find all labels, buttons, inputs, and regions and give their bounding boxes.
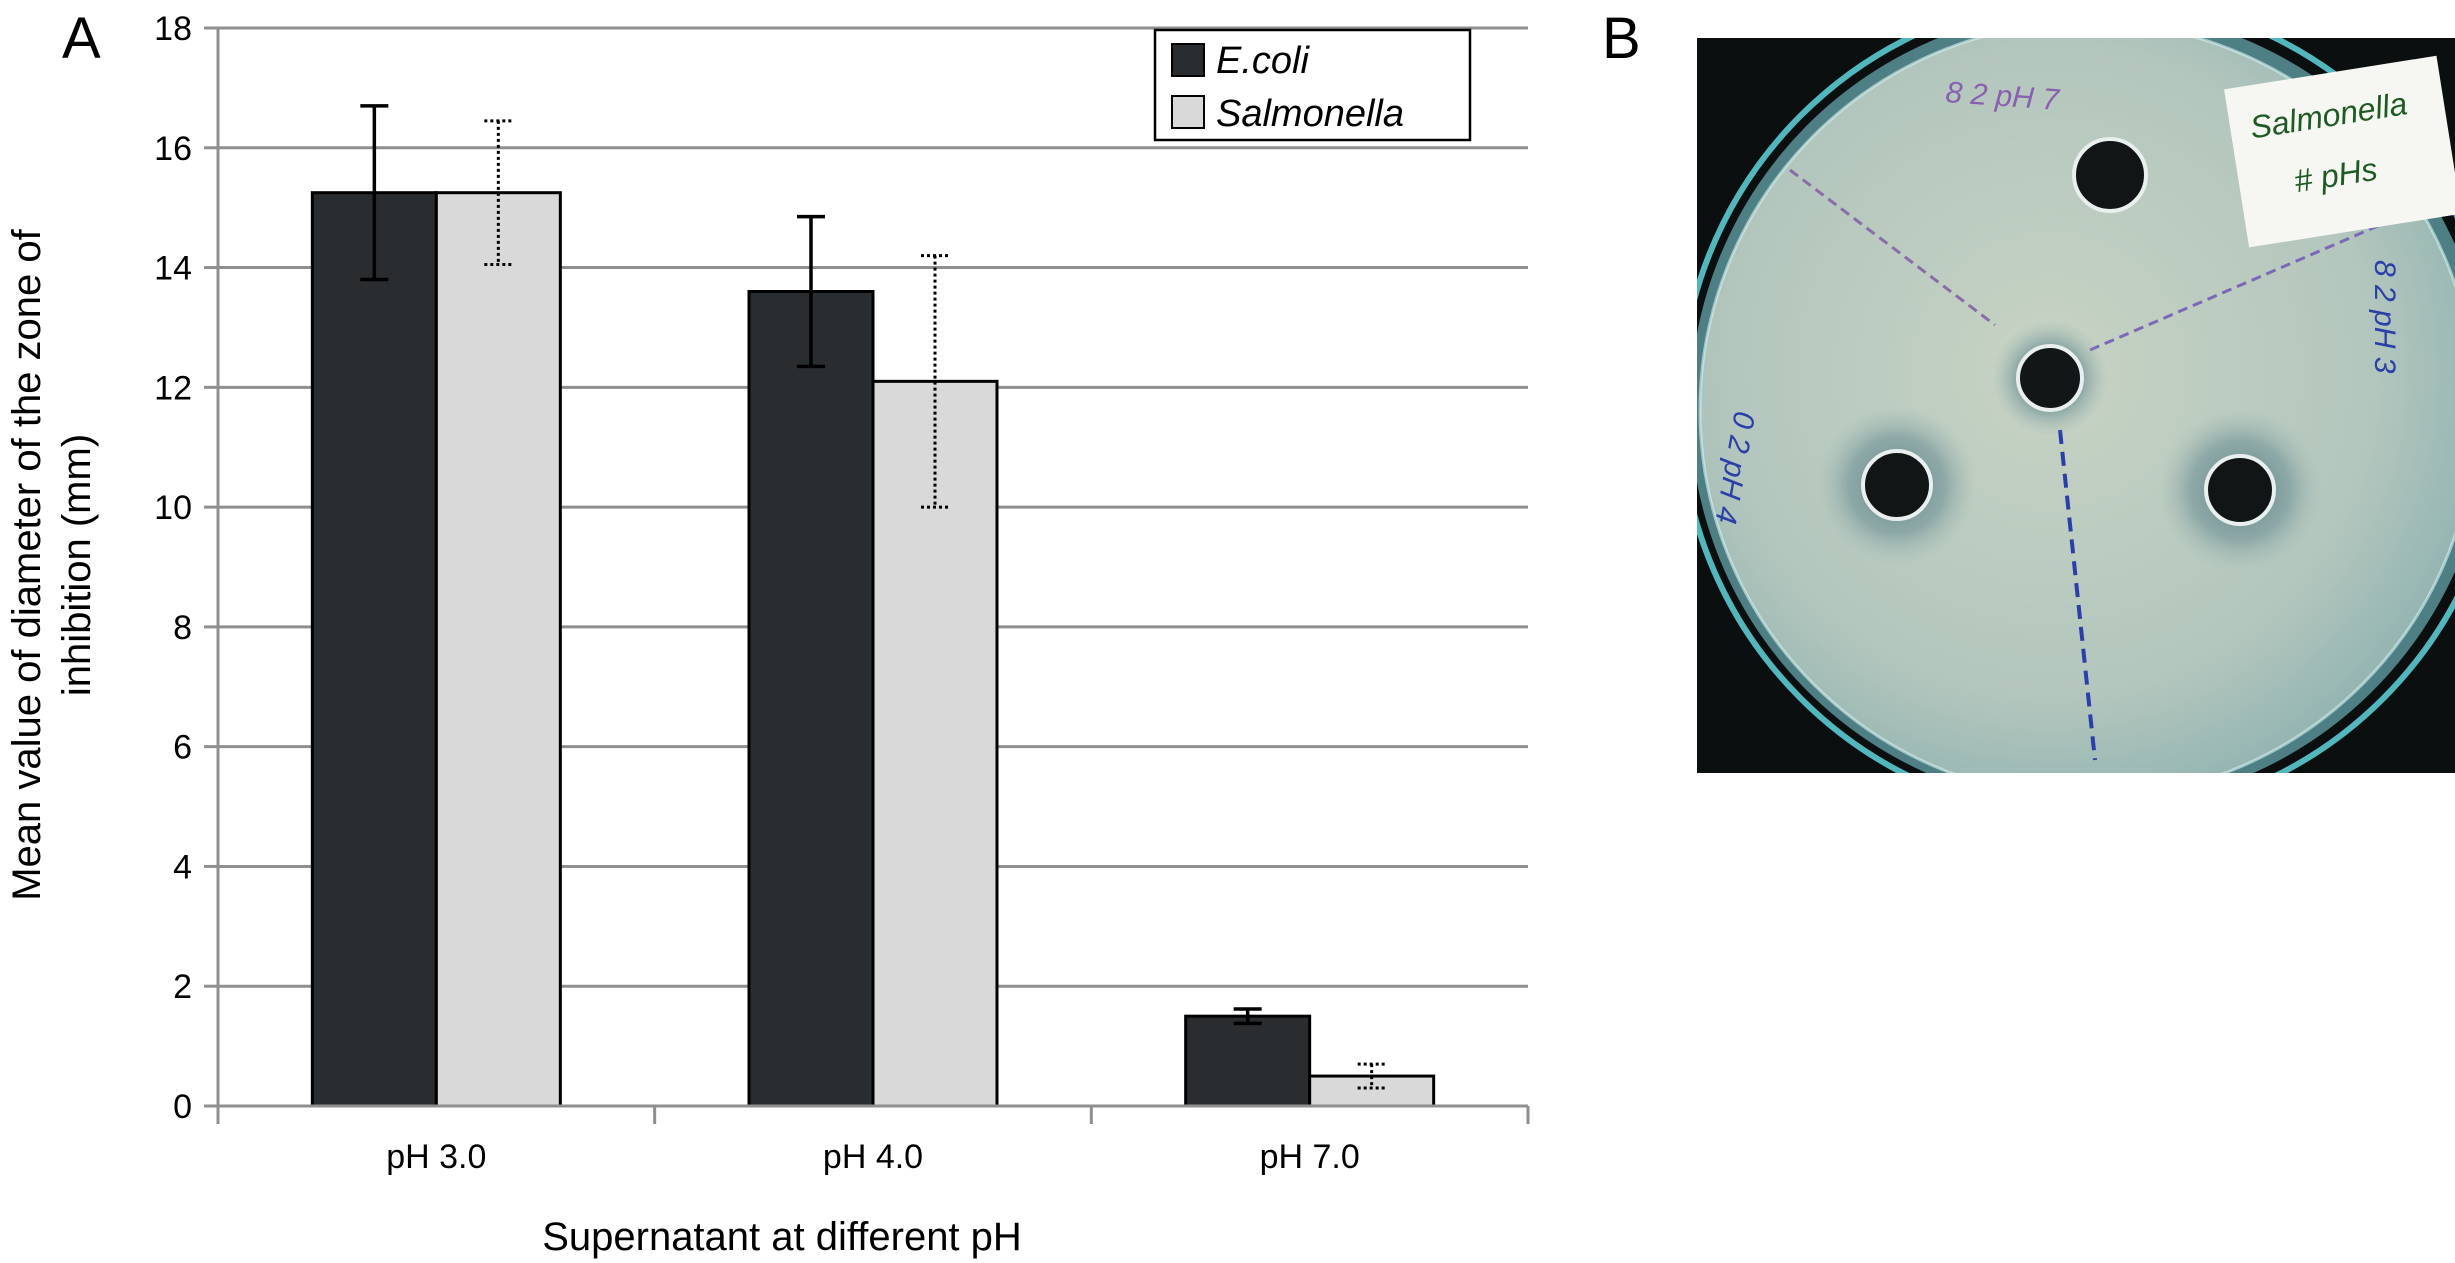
y-axis-title-line-1: Mean value of diameter of the zone of: [5, 228, 49, 900]
y-tick-label: 0: [173, 1088, 192, 1126]
bars: [310, 191, 1436, 1108]
y-tick-label: 16: [154, 130, 192, 168]
y-tick-label: 6: [173, 729, 192, 767]
y-tick-label: 4: [173, 848, 192, 886]
error-bars: [360, 104, 1386, 1090]
divider-line-bottom: [2058, 429, 2097, 761]
x-category-label: pH 7.0: [1260, 1138, 1360, 1176]
bar-ecoli-0: [310, 191, 438, 1108]
well-center: [2016, 344, 2084, 412]
note-paper: [2224, 55, 2455, 248]
bar-ecoli-2: [1184, 1014, 1312, 1108]
legend: E.coli Salmonella: [1153, 28, 1472, 142]
divider-line-left: [1789, 168, 1996, 327]
x-category-label: pH 3.0: [386, 1138, 486, 1176]
annotation-ph3: 8 2 pH 3: [2368, 260, 2401, 374]
axes: [204, 26, 1530, 1124]
panel-label-b: B: [1602, 6, 1641, 71]
annotation-ph7: 8 2 pH 7: [1945, 76, 2062, 117]
legend-label-ecoli: E.coli: [1216, 40, 1310, 82]
panel-label-a: A: [62, 6, 101, 71]
x-axis-title: Supernatant at different pH: [542, 1215, 1022, 1259]
legend-box: [1153, 28, 1472, 142]
bar-ecoli-1: [747, 290, 875, 1108]
bar-salmonella-2: [1308, 1074, 1436, 1108]
divider-line-right: [2089, 223, 2381, 352]
y-axis-title: Mean value of diameter of the zone of in…: [5, 228, 99, 900]
legend-swatch-ecoli: [1171, 43, 1205, 77]
y-tick-label: 2: [173, 968, 192, 1006]
labels: 0 2 4 6 8 10 12 14 16 18 pH 3.0 pH 4.0 pH 7.0: [154, 10, 1360, 1176]
y-tick-label: 10: [154, 489, 192, 527]
bar-salmonella-0: [434, 191, 562, 1108]
y-tick-label: 18: [154, 10, 192, 48]
x-category-label: pH 4.0: [823, 1138, 923, 1176]
paper-note: Salmonella # pHs: [2224, 55, 2455, 248]
y-tick-label: 8: [173, 609, 192, 647]
y-axis-title-line-2: inhibition (mm): [55, 434, 99, 696]
y-tick-label: 12: [154, 369, 192, 407]
legend-swatch-salmonella: [1171, 95, 1205, 129]
well-ph7: [2072, 137, 2148, 213]
y-tick-label: 14: [154, 250, 192, 288]
petri-dish-photo: 8 2 pH 7 8 2 pH 3 0 2 pH 4 Salmonella # …: [1697, 38, 2455, 773]
well-ph4: [1861, 449, 1933, 521]
dish-rim-highlight: [1698, 38, 2455, 773]
well-ph3: [2204, 454, 2276, 526]
legend-label-salmonella: Salmonella: [1216, 93, 1404, 135]
